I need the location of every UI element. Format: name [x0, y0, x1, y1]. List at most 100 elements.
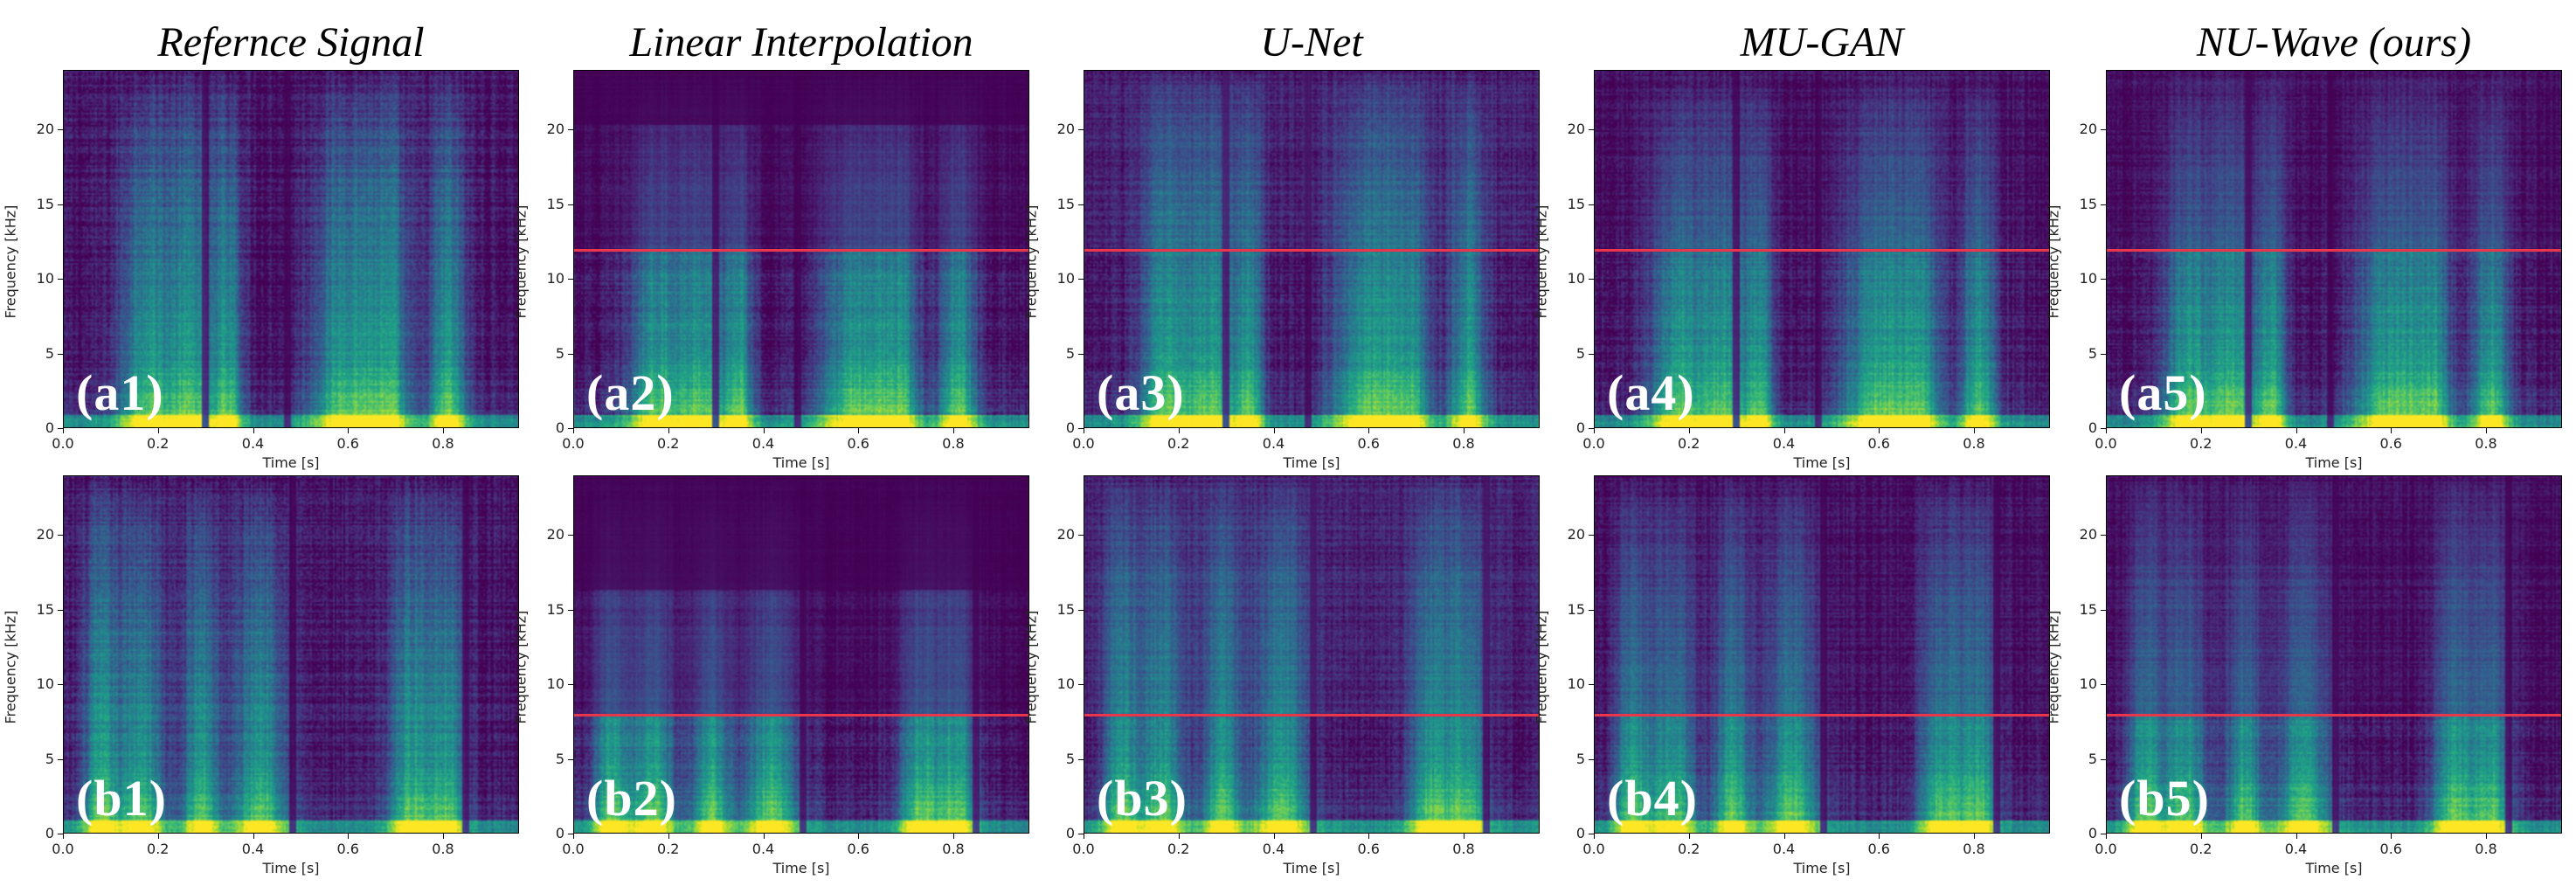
- x-tick-label: 0.8: [432, 435, 454, 452]
- y-tick-mark: [568, 353, 573, 355]
- y-tick-label: 10: [546, 270, 564, 287]
- x-tick-mark: [2296, 834, 2297, 839]
- x-tick-mark: [1368, 428, 1370, 433]
- spectrogram-image: [574, 476, 1028, 833]
- x-tick-mark: [1688, 834, 1690, 839]
- y-tick-mark: [58, 204, 63, 205]
- x-axis-label: Time [s]: [1793, 860, 1851, 876]
- spectrogram-plot: (b3): [1084, 475, 1540, 834]
- x-tick-label: 0.2: [657, 841, 680, 857]
- x-tick-mark: [157, 428, 159, 433]
- y-tick-label: 0: [45, 825, 54, 841]
- x-tick-mark: [573, 428, 574, 433]
- x-tick-label: 0.2: [2190, 841, 2212, 857]
- x-tick-mark: [2486, 428, 2487, 433]
- y-tick-label: 20: [2079, 121, 2097, 138]
- x-axis-label: Time [s]: [772, 454, 830, 471]
- cutoff-line: [2107, 249, 2561, 252]
- y-tick-label: 10: [36, 675, 54, 693]
- spectrogram-panel: (b1) 0 5 10 15 20 0.0 0.2 0.4 0.6 0.8 Time [s] Frequ…: [3, 475, 519, 886]
- cutoff-line: [2107, 714, 2561, 717]
- x-tick-label: 0.6: [2379, 435, 2402, 452]
- y-tick-label: 20: [1056, 121, 1075, 138]
- panel-label: (a5): [2119, 364, 2207, 421]
- x-tick-mark: [1974, 428, 1975, 433]
- x-tick-label: 0.2: [147, 841, 170, 857]
- x-tick-label: 0.4: [2284, 841, 2308, 857]
- y-tick-mark: [1589, 129, 1594, 131]
- x-tick-label: 0.4: [241, 435, 265, 452]
- x-tick-mark: [348, 834, 350, 839]
- panel-label: (b2): [586, 770, 677, 827]
- x-tick-label: 0.2: [657, 435, 680, 452]
- spectrogram-panel: (a4) 0 5 10 15 20 0.0 0.2 0.4 0.6 0.8 Time [s] Frequ…: [1534, 70, 2050, 481]
- y-tick-label: 5: [1065, 344, 1075, 362]
- y-tick-label: 10: [2079, 675, 2097, 693]
- y-tick-mark: [568, 279, 573, 280]
- y-tick-label: 10: [2079, 270, 2097, 287]
- x-tick-mark: [2486, 834, 2487, 839]
- y-tick-label: 0: [1065, 825, 1075, 841]
- x-tick-mark: [1178, 428, 1180, 433]
- spectrogram-plot: (a4): [1594, 70, 2050, 428]
- x-tick-label: 0.6: [1867, 841, 1890, 857]
- y-tick-mark: [1589, 535, 1594, 536]
- y-tick-mark: [1078, 684, 1084, 686]
- panel-label: (b5): [2119, 770, 2210, 827]
- spectrogram-panel: (b4) 0 5 10 15 20 0.0 0.2 0.4 0.6 0.8 Time [s] Frequ…: [1534, 475, 2050, 886]
- y-tick-label: 10: [1567, 270, 1585, 287]
- y-tick-label: 10: [36, 270, 54, 287]
- y-tick-mark: [58, 129, 63, 131]
- y-tick-mark: [1589, 204, 1594, 205]
- y-tick-mark: [2101, 353, 2106, 355]
- x-tick-label: 0.2: [147, 435, 170, 452]
- x-tick-label: 0.8: [942, 435, 965, 452]
- x-tick-label: 0.0: [52, 841, 74, 857]
- spectrogram-plot: (a2): [573, 70, 1029, 428]
- x-tick-label: 0.0: [2095, 435, 2117, 452]
- spectrogram-plot: (b4): [1594, 475, 2050, 834]
- x-tick-label: 0.8: [1452, 841, 1475, 857]
- y-tick-label: 0: [1065, 419, 1075, 436]
- spectrogram-panel: (b2) 0 5 10 15 20 0.0 0.2 0.4 0.6 0.8 Time [s] Frequ…: [513, 475, 1029, 886]
- y-tick-mark: [568, 204, 573, 205]
- x-tick-label: 0.8: [1963, 435, 1985, 452]
- panel-label: (a3): [1097, 364, 1185, 421]
- y-tick-mark: [1078, 428, 1084, 429]
- x-tick-mark: [63, 834, 64, 839]
- x-tick-label: 0.6: [336, 841, 359, 857]
- y-tick-label: 5: [555, 750, 564, 767]
- y-tick-label: 5: [45, 344, 54, 362]
- y-tick-mark: [58, 535, 63, 536]
- x-tick-mark: [1464, 428, 1465, 433]
- y-tick-label: 0: [555, 825, 564, 841]
- x-axis-label: Time [s]: [1283, 454, 1340, 471]
- panel-label: (a4): [1607, 364, 1695, 421]
- y-tick-mark: [2101, 535, 2106, 536]
- x-tick-label: 0.0: [562, 435, 585, 452]
- x-axis-label: Time [s]: [2305, 454, 2363, 471]
- y-tick-mark: [1589, 428, 1594, 429]
- x-tick-mark: [858, 834, 860, 839]
- spectrogram-image: [1595, 476, 2049, 833]
- x-tick-label: 0.4: [751, 435, 775, 452]
- y-tick-label: 15: [1567, 195, 1585, 212]
- cutoff-line: [574, 714, 1028, 717]
- y-axis-label: Frequency [kHz]: [1533, 204, 1550, 319]
- spectrogram-panel: (a1) 0 5 10 15 20 0.0 0.2 0.4 0.6 0.8 Time [s] Frequ…: [3, 70, 519, 481]
- y-tick-mark: [58, 279, 63, 280]
- x-tick-mark: [2106, 834, 2107, 839]
- y-tick-mark: [1078, 353, 1084, 355]
- x-tick-mark: [1464, 834, 1465, 839]
- x-tick-mark: [157, 834, 159, 839]
- spectrogram-panel: (a3) 0 5 10 15 20 0.0 0.2 0.4 0.6 0.8 Time [s] Frequ…: [1023, 70, 1540, 481]
- y-tick-label: 15: [1056, 195, 1075, 212]
- column-title-1: Refernce Signal: [157, 19, 425, 66]
- x-tick-mark: [1783, 834, 1785, 839]
- cutoff-line: [574, 249, 1028, 252]
- x-tick-mark: [668, 428, 669, 433]
- x-tick-label: 0.2: [1167, 841, 1190, 857]
- x-tick-mark: [1974, 834, 1975, 839]
- y-axis-label: Frequency [kHz]: [2, 610, 19, 724]
